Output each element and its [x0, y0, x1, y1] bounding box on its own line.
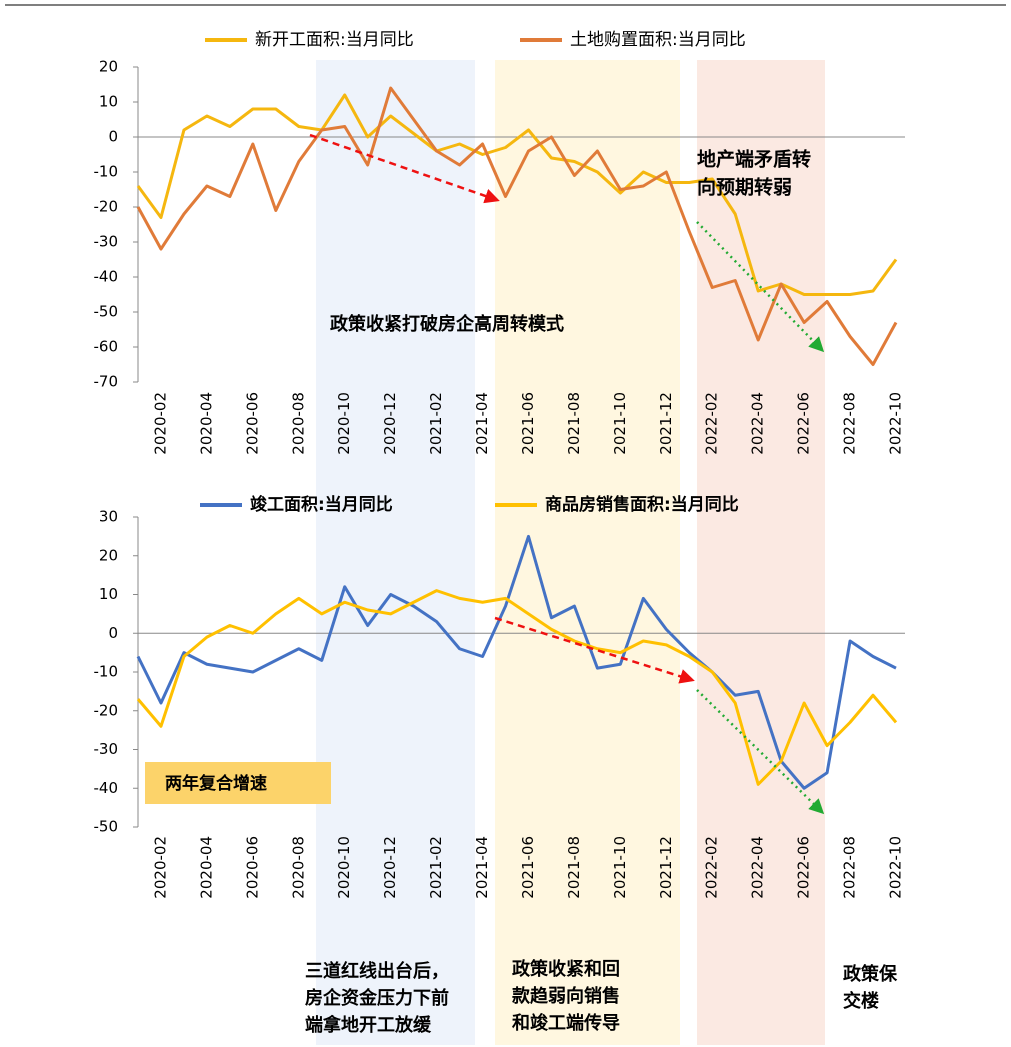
series-line — [136, 589, 898, 786]
y-tick-label: -60 — [94, 338, 119, 356]
y-tick-label: -50 — [94, 303, 119, 321]
y-tick-label: -70 — [94, 373, 119, 391]
x-tick-label: 2021-04 — [473, 392, 491, 455]
note: 三道红线出台后， — [305, 960, 449, 982]
series-line — [136, 93, 898, 296]
series-line — [136, 86, 898, 366]
y-tick-label: -10 — [94, 163, 119, 181]
x-tick-label: 2021-08 — [565, 392, 583, 455]
x-tick-label: 2021-06 — [519, 836, 537, 899]
legend-label: 新开工面积:当月同比 — [255, 30, 414, 50]
y-tick-label: -10 — [94, 663, 119, 681]
y-tick-label: 0 — [108, 128, 118, 146]
series-line — [136, 534, 897, 790]
y-tick-label: -50 — [94, 818, 119, 836]
x-tick-label: 2020-04 — [197, 836, 215, 899]
note: 和竣工端传导 — [512, 1012, 620, 1034]
y-tick-label: 20 — [99, 546, 118, 564]
x-tick-label: 2021-06 — [519, 392, 537, 455]
x-tick-label: 2020-02 — [151, 836, 169, 899]
x-tick-label: 2022-04 — [749, 836, 767, 899]
y-tick-label: 0 — [108, 624, 118, 642]
x-tick-label: 2021-12 — [657, 392, 675, 455]
label-box — [145, 762, 331, 804]
x-tick-label: 2021-12 — [657, 836, 675, 899]
x-tick-label: 2020-02 — [151, 392, 169, 455]
legend-label: 竣工面积:当月同比 — [250, 494, 393, 515]
note: 政策保 — [843, 963, 898, 985]
y-tick-label: -30 — [94, 740, 119, 758]
x-tick-label: 2020-06 — [243, 392, 261, 455]
x-tick-label: 2022-04 — [749, 392, 767, 455]
x-tick-label: 2021-02 — [427, 392, 445, 455]
x-tick-label: 2022-06 — [795, 836, 813, 899]
shade-yellow — [495, 60, 680, 1045]
x-tick-label: 2022-02 — [703, 392, 721, 455]
y-tick-label: 10 — [99, 585, 118, 603]
x-tick-label: 2020-12 — [381, 392, 399, 455]
y-tick-label: -20 — [94, 198, 119, 216]
legend-label: 商品房销售面积:当月同比 — [545, 494, 739, 515]
y-tick-label: -30 — [94, 233, 119, 251]
note: 政策收紧和回 — [512, 958, 620, 980]
x-tick-label: 2021-08 — [565, 836, 583, 899]
note: 端拿地开工放缓 — [305, 1014, 432, 1036]
y-tick-label: 10 — [99, 93, 118, 111]
x-tick-label: 2021-10 — [611, 836, 629, 899]
x-tick-label: 2022-02 — [703, 836, 721, 899]
x-tick-label: 2020-06 — [243, 836, 261, 899]
annotation: 地产端矛盾转 — [697, 148, 811, 171]
x-tick-label: 2020-10 — [335, 392, 353, 455]
y-tick-label: 30 — [99, 508, 118, 526]
note: 房企资金压力下前 — [305, 987, 449, 1009]
x-tick-label: 2022-06 — [795, 392, 813, 455]
x-tick-label: 2022-10 — [887, 836, 905, 899]
x-tick-label: 2020-04 — [197, 392, 215, 455]
x-tick-label: 2020-10 — [335, 836, 353, 899]
x-tick-label: 2021-10 — [611, 392, 629, 455]
note: 交楼 — [843, 990, 879, 1012]
y-tick-label: -20 — [94, 701, 119, 719]
arrow — [309, 133, 500, 204]
annotation: 政策收紧打破房企高周转模式 — [330, 313, 564, 335]
x-tick-label: 2022-08 — [841, 392, 859, 455]
y-tick-label: -40 — [94, 779, 119, 797]
shade-blue — [316, 60, 475, 1045]
y-tick-label: -40 — [94, 268, 119, 286]
x-tick-label: 2022-08 — [841, 836, 859, 899]
x-tick-label: 2022-10 — [887, 392, 905, 455]
annotation: 两年复合增速 — [165, 773, 267, 794]
x-tick-label: 2020-08 — [289, 392, 307, 455]
arrow — [494, 616, 695, 684]
x-tick-label: 2020-08 — [289, 836, 307, 899]
arrow — [696, 689, 825, 815]
y-tick-label: 20 — [99, 58, 118, 76]
x-tick-label: 2021-02 — [427, 836, 445, 899]
shade-pink — [697, 60, 825, 1045]
annotation: 向预期转弱 — [697, 176, 792, 199]
plots: 20 10 0 -10 -20 -30 -40 -50 -60 -70 2020-02 2020-04… — [94, 30, 905, 899]
note: 款趋弱向销售 — [512, 985, 620, 1007]
x-tick-label: 2021-04 — [473, 836, 491, 899]
x-tick-label: 2020-12 — [381, 836, 399, 899]
legend-label: 土地购置面积:当月同比 — [570, 30, 746, 50]
